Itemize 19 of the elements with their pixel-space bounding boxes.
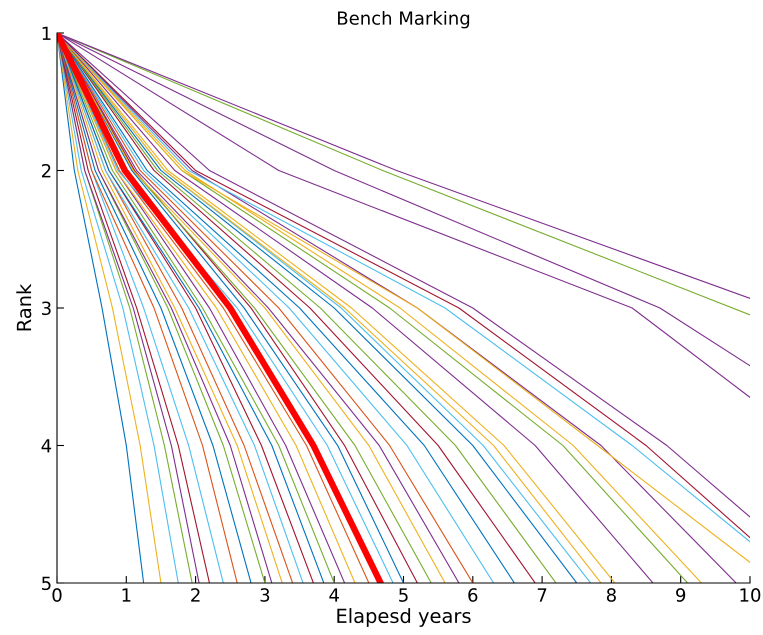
x-tick-label: 5 xyxy=(399,588,408,602)
y-axis-title: Rank xyxy=(16,284,32,330)
y-tick-label: 3 xyxy=(42,301,51,316)
x-tick-label: 6 xyxy=(468,588,478,602)
x-axis-title: Elapesd years xyxy=(337,608,471,627)
x-tick-label: 0 xyxy=(52,588,62,602)
y-tick-label: 2 xyxy=(42,164,50,178)
x-tick-label: 2 xyxy=(191,588,200,602)
x-tick-label: 3 xyxy=(260,588,270,602)
x-tick-label: 9 xyxy=(676,588,686,602)
y-tick-label: 4 xyxy=(42,439,52,452)
y-tick-label: 1 xyxy=(42,26,50,40)
x-tick-label: 4 xyxy=(329,588,339,602)
x-tick-label: 10 xyxy=(740,588,760,602)
chart-title: Bench Marking xyxy=(338,10,470,28)
y-tick-label: 5 xyxy=(42,576,51,590)
x-tick-label: 8 xyxy=(606,588,616,602)
x-tick-label: 1 xyxy=(122,588,130,602)
x-tick-label: 7 xyxy=(538,588,546,602)
